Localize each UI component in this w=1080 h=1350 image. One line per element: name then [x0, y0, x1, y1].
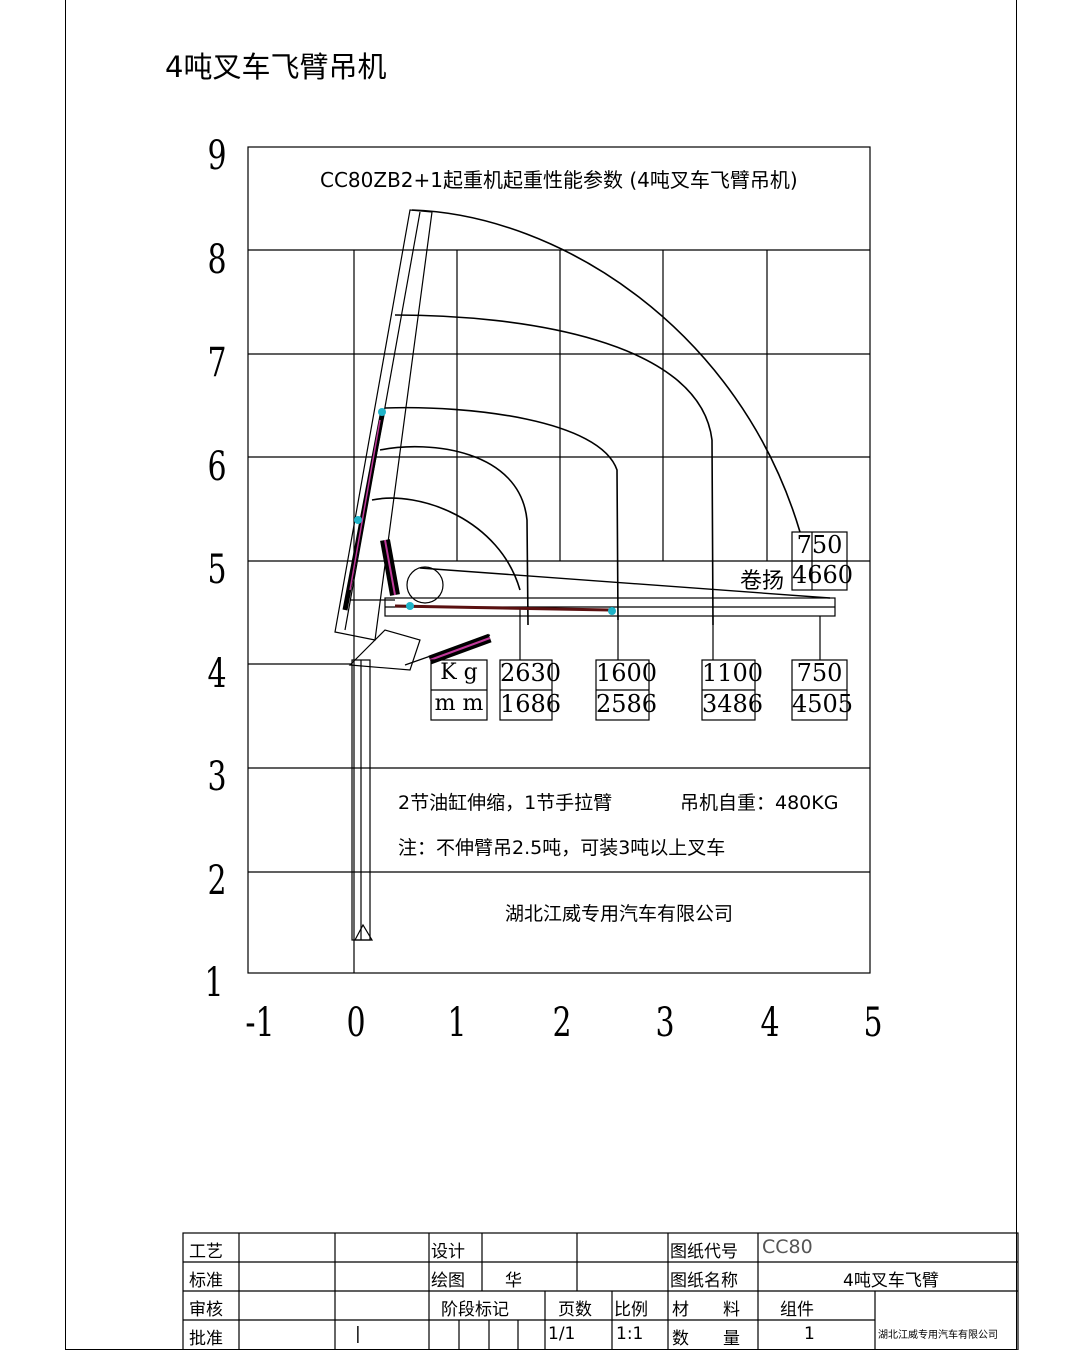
- reach-arc-1: [379, 445, 529, 626]
- y-tick: 7: [207, 340, 227, 386]
- page-value: 1/1: [548, 1324, 576, 1344]
- winch-mm: 4660: [792, 561, 854, 589]
- y-tick: 9: [207, 133, 227, 179]
- joint-marker: [406, 602, 414, 610]
- label-drawing-name: 图纸名称: [670, 1271, 738, 1291]
- label-material: 材 料: [672, 1300, 740, 1320]
- load-kg: 2630: [500, 659, 562, 687]
- company-name: 湖北江威专用汽车有限公司: [505, 903, 734, 925]
- y-tick: 3: [207, 754, 227, 800]
- label-component: 组件: [780, 1300, 814, 1320]
- load-mm: 1686: [500, 690, 562, 718]
- winch-drum: [406, 566, 444, 604]
- x-tick: 4: [760, 1000, 780, 1046]
- label-stage-mark: 阶段标记: [441, 1300, 509, 1320]
- plot-border: [247, 146, 871, 974]
- x-tick: 0: [346, 1000, 366, 1046]
- drawing-name: 4吨叉车飞臂: [843, 1271, 939, 1291]
- label-quantity: 数 量: [672, 1329, 740, 1349]
- unit-kg: K g: [440, 660, 478, 685]
- y-tick: 6: [207, 444, 227, 490]
- x-tick: 3: [655, 1000, 675, 1046]
- quantity-value: 1: [804, 1324, 815, 1344]
- winch-label: 卷扬: [740, 569, 785, 594]
- y-tick: 1: [204, 960, 224, 1006]
- reach-arcs: [371, 209, 801, 626]
- note-capacity: 注：不伸臂吊2.5吨，可装3吨以上叉车: [398, 837, 726, 859]
- grid: [247, 146, 871, 974]
- label-drawing-code: 图纸代号: [670, 1242, 738, 1262]
- load-mm: 2586: [596, 690, 658, 718]
- y-tick: 2: [207, 858, 227, 904]
- label-approve: 批准: [189, 1329, 223, 1349]
- drawer-name: 华: [505, 1271, 522, 1291]
- scale-value: 1:1: [616, 1324, 644, 1344]
- joint-marker: [354, 516, 362, 524]
- label-pages: 页数: [558, 1300, 592, 1320]
- load-kg: 1100: [702, 659, 764, 687]
- note-telescoping: 2节油缸伸缩，1节手拉臂: [398, 792, 613, 814]
- x-tick: 5: [863, 1000, 883, 1046]
- label-scale: 比例: [614, 1300, 648, 1320]
- x-tick: 2: [552, 1000, 572, 1046]
- reach-arc-0: [371, 497, 521, 591]
- label-draw: 绘图: [431, 1271, 465, 1291]
- base-foot: [354, 923, 374, 941]
- load-kg: 750: [796, 659, 843, 687]
- x-tick: 1: [447, 1000, 467, 1046]
- load-table-boxes: [430, 531, 848, 721]
- joint-marker: [608, 607, 616, 615]
- y-tick: 8: [207, 237, 227, 283]
- chart-heading: CC80ZB2+1起重机起重性能参数 (4吨叉车飞臂吊机): [320, 168, 798, 192]
- drawing-code: CC80: [762, 1236, 813, 1258]
- label-review: 审核: [189, 1300, 223, 1320]
- reach-arc-3: [394, 314, 714, 626]
- self-weight: 吊机自重：480KG: [680, 792, 839, 814]
- label-standard: 标准: [189, 1271, 223, 1291]
- label-design: 设计: [431, 1242, 465, 1262]
- slewing-mount: [348, 629, 421, 671]
- load-mm: 3486: [702, 690, 764, 718]
- extension-cylinder: [394, 604, 611, 612]
- approve-mark: |: [355, 1324, 361, 1344]
- load-mm: 4505: [792, 690, 854, 718]
- page-title: 4吨叉车飞臂吊机: [165, 50, 387, 84]
- winch-kg: 750: [796, 531, 843, 559]
- title-block-company: 湖北江威专用汽车有限公司: [878, 1330, 998, 1341]
- joint-marker: [378, 408, 386, 416]
- x-tick: -1: [245, 1000, 275, 1046]
- reach-arc-4: [411, 209, 801, 533]
- reach-arc-2: [384, 406, 619, 621]
- hydraulic-cylinders: [342, 408, 616, 665]
- crane: [334, 209, 836, 941]
- unit-mm: m m: [434, 691, 484, 716]
- load-kg: 1600: [596, 659, 658, 687]
- label-process: 工艺: [189, 1242, 223, 1262]
- y-tick: 5: [207, 547, 227, 593]
- winch-cable: [419, 567, 831, 599]
- y-tick: 4: [207, 651, 227, 697]
